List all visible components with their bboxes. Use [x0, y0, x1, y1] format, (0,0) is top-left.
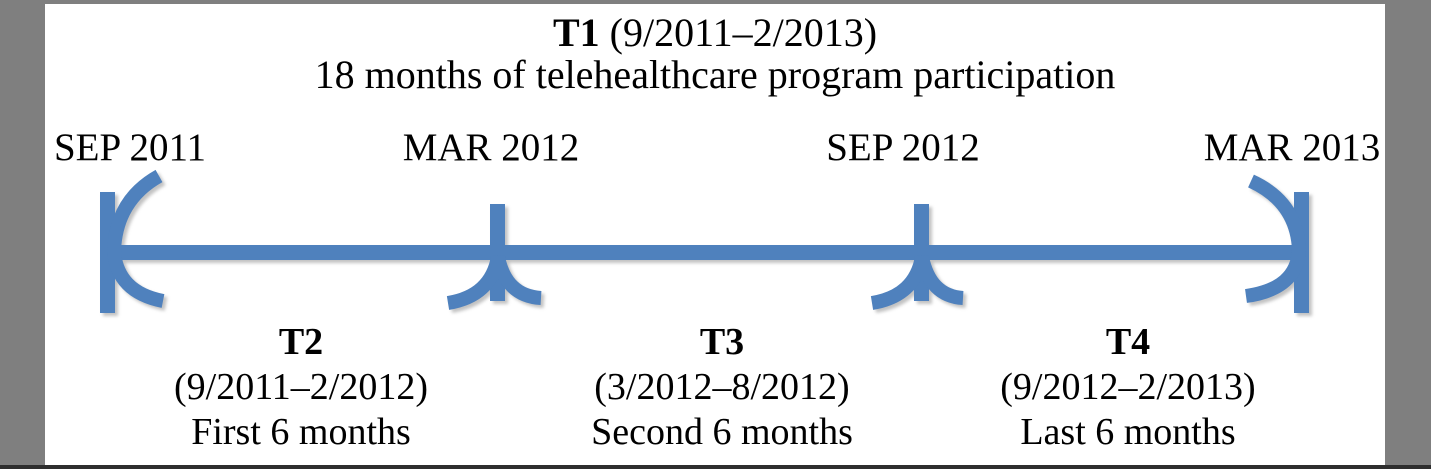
- period-label: T2: [278, 321, 324, 363]
- mid-chevron-mar-2012-icon: [446, 255, 542, 310]
- title-subtitle: 18 months of telehealthcare program part…: [314, 52, 1116, 97]
- right-curved-arrowhead-icon: [1244, 174, 1307, 303]
- milestone-label-sep-2011: SEP 2011: [53, 126, 207, 169]
- t1-label: T1: [552, 10, 600, 55]
- period-label: T4: [1105, 321, 1151, 363]
- period-range: (9/2011–2/2012): [173, 366, 429, 408]
- period-range: (9/2012–2/2013): [1000, 366, 1256, 408]
- period-range: (3/2012–8/2012): [594, 366, 850, 408]
- period-label: T3: [699, 321, 745, 363]
- period-t2-block: T2 (9/2011–2/2012) First 6 months: [174, 320, 428, 455]
- title-line-1: T1 (9/2011–2/2013): [315, 12, 1116, 54]
- period-description: Second 6 months: [591, 411, 853, 453]
- t1-range: (9/2011–2/2013): [609, 10, 878, 55]
- figure-title: T1 (9/2011–2/2013) 18 months of telehealt…: [315, 12, 1116, 96]
- milestone-label-sep-2012: SEP 2012: [826, 126, 980, 169]
- period-description: First 6 months: [191, 411, 411, 453]
- figure-paper-background: [45, 4, 1385, 465]
- timeline-axis-line: [106, 245, 1306, 260]
- mid-chevron-sep-2012-icon: [870, 255, 964, 310]
- period-t3-block: T3 (3/2012–8/2012) Second 6 months: [591, 320, 853, 455]
- milestone-label-mar-2012: MAR 2012: [402, 126, 580, 169]
- left-curved-arrowhead-icon: [106, 169, 165, 308]
- period-t4-block: T4 (9/2012–2/2013) Last 6 months: [1000, 320, 1255, 455]
- window-bottom-edge: [0, 465, 1431, 469]
- milestone-label-mar-2013: MAR 2013: [1203, 126, 1381, 169]
- period-description: Last 6 months: [1020, 411, 1236, 453]
